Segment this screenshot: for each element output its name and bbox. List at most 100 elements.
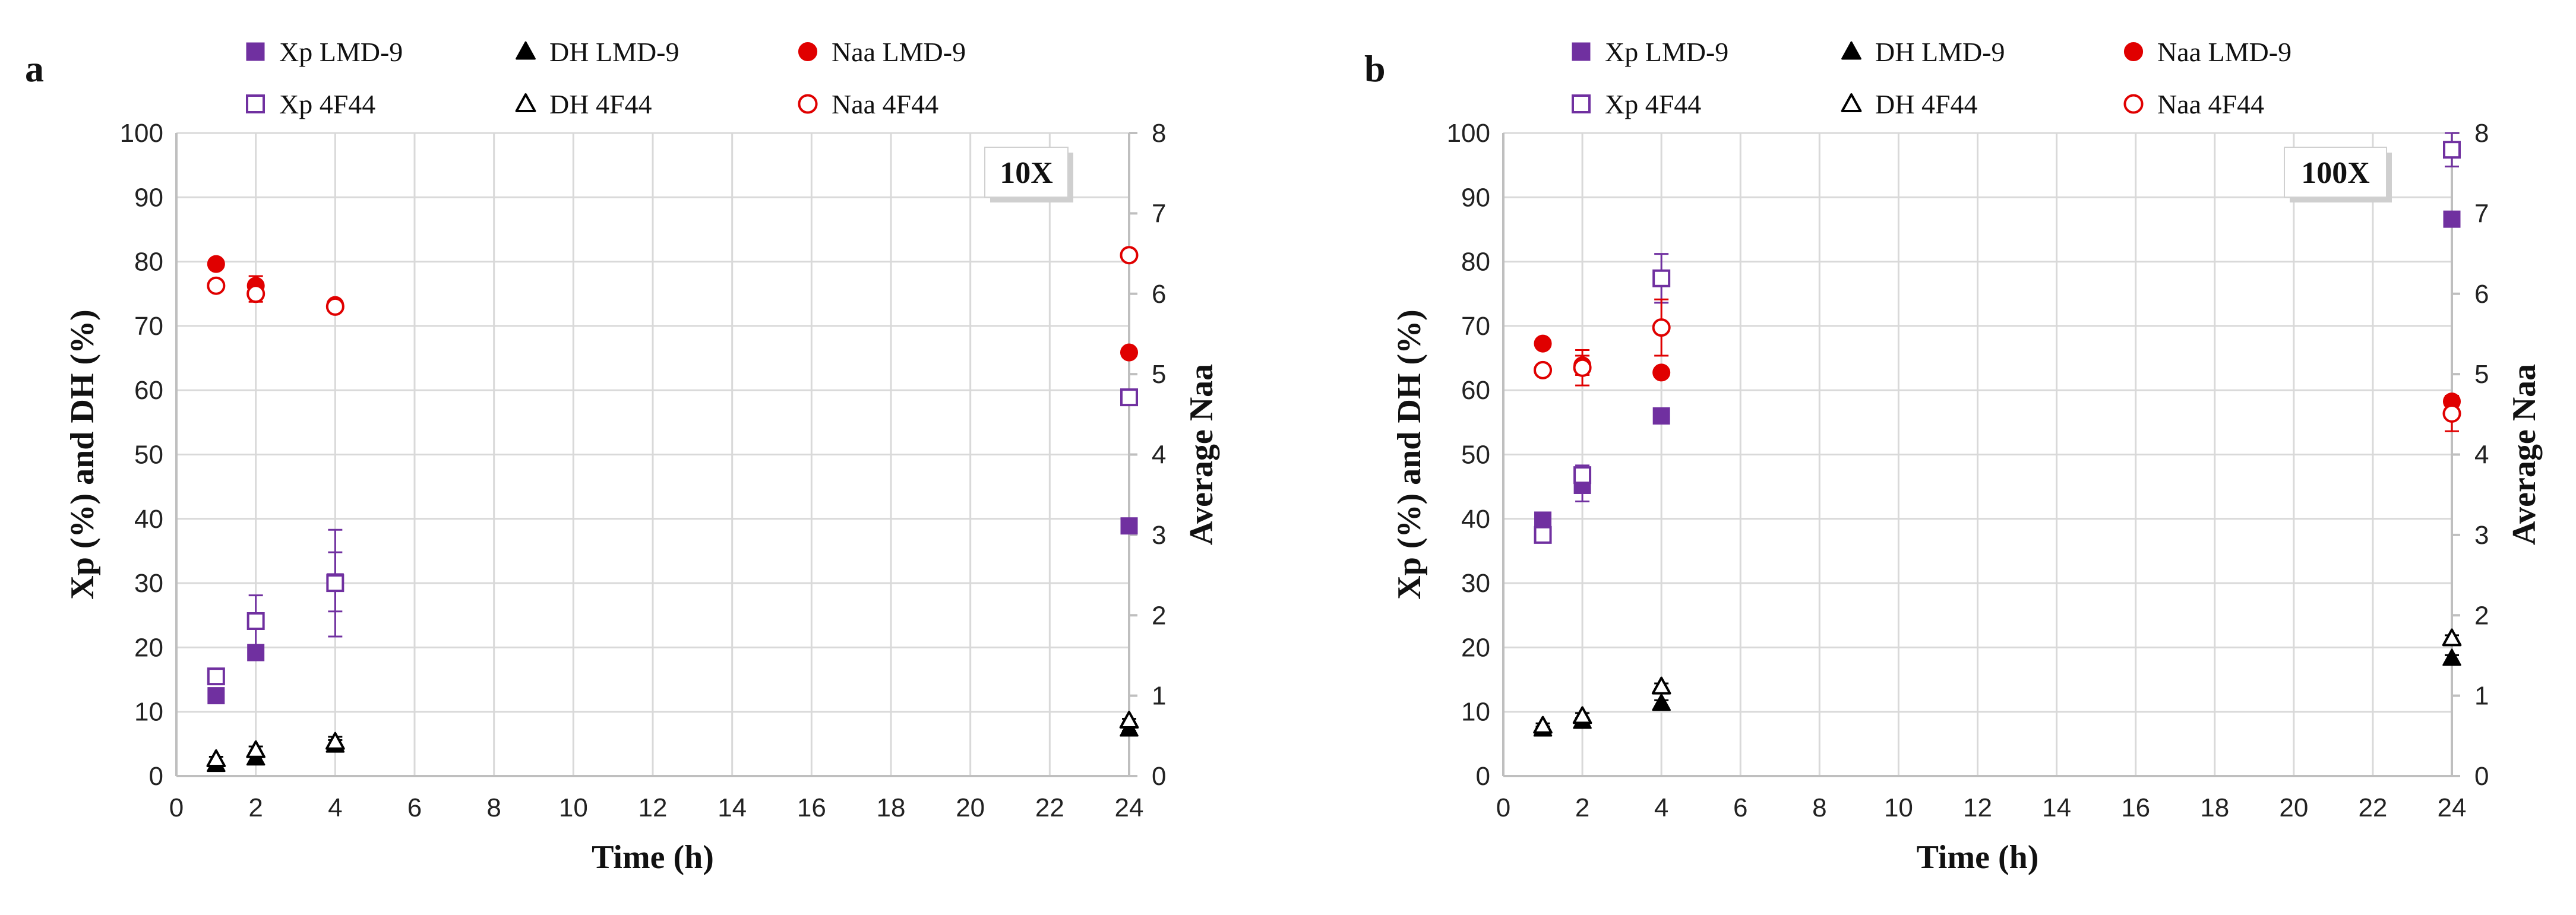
x-tick-label: 16 xyxy=(2121,793,2150,822)
y2-tick-label: 3 xyxy=(1152,521,1166,550)
y-axis-title: Xp (%) and DH (%) xyxy=(1391,309,1428,599)
series xyxy=(207,719,1139,772)
y-tick-label: 20 xyxy=(1461,633,1490,662)
x-tick-label: 4 xyxy=(1654,793,1668,822)
x-tick-label: 22 xyxy=(2358,793,2387,822)
y2-tick-label: 5 xyxy=(2474,360,2489,389)
y-tick-label: 90 xyxy=(1461,183,1490,212)
series xyxy=(1533,648,2461,737)
x-tick-label: 10 xyxy=(559,793,588,822)
legend-marker xyxy=(2123,94,2144,114)
series xyxy=(1534,132,2461,544)
y-tick-label: 70 xyxy=(1461,312,1490,341)
data-point xyxy=(1652,269,1671,287)
y2-tick-label: 5 xyxy=(1152,360,1166,389)
legend-entry: Naa 4F44 xyxy=(2157,89,2264,119)
x-tick-label: 8 xyxy=(1812,793,1826,822)
data-point xyxy=(326,574,344,593)
legend-entry: Xp 4F44 xyxy=(1605,89,1701,119)
y2-tick-label: 6 xyxy=(2474,280,2489,309)
data-point xyxy=(1652,407,1670,425)
x-tick-label: 6 xyxy=(1733,793,1747,822)
y-tick-label: 50 xyxy=(1461,441,1490,470)
y2-tick-label: 0 xyxy=(2474,762,2489,791)
y-tick-label: 0 xyxy=(1476,762,1490,791)
x-tick-label: 8 xyxy=(486,793,501,822)
x-tick-label: 0 xyxy=(169,793,184,822)
data-point xyxy=(2443,210,2461,228)
y2-tick-label: 1 xyxy=(2474,682,2489,711)
legend-entry: Naa LMD-9 xyxy=(2157,37,2291,67)
legend-entry: Xp 4F44 xyxy=(279,89,375,119)
y2-tick-label: 7 xyxy=(2474,199,2489,228)
x-tick-label: 24 xyxy=(1115,793,1144,822)
data-point xyxy=(1120,343,1139,362)
panel-letter: a xyxy=(25,48,44,90)
series xyxy=(1534,298,2461,432)
data-point xyxy=(207,255,225,273)
x-tick-label: 2 xyxy=(1575,793,1589,822)
y-tick-label: 10 xyxy=(1461,698,1490,727)
legend-entry: Xp LMD-9 xyxy=(279,37,403,67)
x-tick-label: 18 xyxy=(2200,793,2229,822)
data-point xyxy=(2442,404,2461,423)
x-tick-label: 18 xyxy=(877,793,906,822)
y-tick-label: 0 xyxy=(149,762,163,791)
x-tick-label: 12 xyxy=(639,793,668,822)
data-point xyxy=(207,276,226,295)
y2-tick-label: 2 xyxy=(2474,601,2489,630)
x-axis-title: Time (h) xyxy=(592,839,714,876)
series xyxy=(1534,210,2461,529)
data-point xyxy=(207,687,225,705)
legend-entry: DH LMD-9 xyxy=(1875,37,2005,67)
data-point xyxy=(2443,141,2461,159)
y-tick-label: 50 xyxy=(134,441,163,470)
data-point xyxy=(207,667,225,686)
x-tick-label: 14 xyxy=(718,793,747,822)
series xyxy=(206,711,1139,767)
series xyxy=(1533,628,2462,734)
y2-tick-label: 1 xyxy=(1152,682,1166,711)
y-tick-label: 60 xyxy=(1461,376,1490,405)
data-point xyxy=(1534,511,1552,529)
legend: Xp LMD-9 DH LMD-9 Naa LMD-9 Xp 4F44 DH 4F44 N… xyxy=(246,37,966,119)
y-tick-label: 30 xyxy=(134,569,163,598)
x-tick-label: 14 xyxy=(2042,793,2071,822)
y2-tick-label: 2 xyxy=(1152,601,1166,630)
data-point xyxy=(2442,628,2462,647)
data-point xyxy=(1534,334,1552,353)
x-tick-label: 16 xyxy=(797,793,826,822)
x-tick-label: 10 xyxy=(1884,793,1913,822)
x-tick-label: 0 xyxy=(1496,793,1510,822)
x-tick-label: 6 xyxy=(407,793,422,822)
y2-tick-label: 4 xyxy=(1152,441,1166,470)
y2-tick-label: 4 xyxy=(2474,441,2489,470)
data-point xyxy=(246,284,265,303)
y-tick-label: 10 xyxy=(134,698,163,727)
legend-marker xyxy=(2123,42,2144,62)
y-tick-label: 70 xyxy=(134,312,163,341)
data-point xyxy=(1651,676,1671,695)
legend-marker xyxy=(246,94,265,113)
data-point xyxy=(1119,711,1139,729)
legend-entry: DH 4F44 xyxy=(549,89,652,119)
x-tick-label: 2 xyxy=(248,793,263,822)
x-tick-label: 20 xyxy=(956,793,985,822)
y-tick-label: 100 xyxy=(1447,119,1490,148)
legend-marker xyxy=(1841,41,1861,60)
series xyxy=(207,255,1139,362)
series xyxy=(1534,334,2461,411)
x-tick-label: 4 xyxy=(328,793,342,822)
y-tick-label: 60 xyxy=(134,376,163,405)
data-point xyxy=(1652,318,1671,337)
legend-entry: DH LMD-9 xyxy=(549,37,679,67)
y-tick-label: 30 xyxy=(1461,569,1490,598)
data-point xyxy=(246,740,265,758)
series xyxy=(207,388,1138,686)
y2-axis-title: Average Naa xyxy=(2506,364,2543,545)
series xyxy=(207,246,1139,316)
y2-tick-label: 3 xyxy=(2474,521,2489,550)
y-tick-label: 80 xyxy=(1461,248,1490,277)
x-tick-label: 12 xyxy=(1963,793,1992,822)
